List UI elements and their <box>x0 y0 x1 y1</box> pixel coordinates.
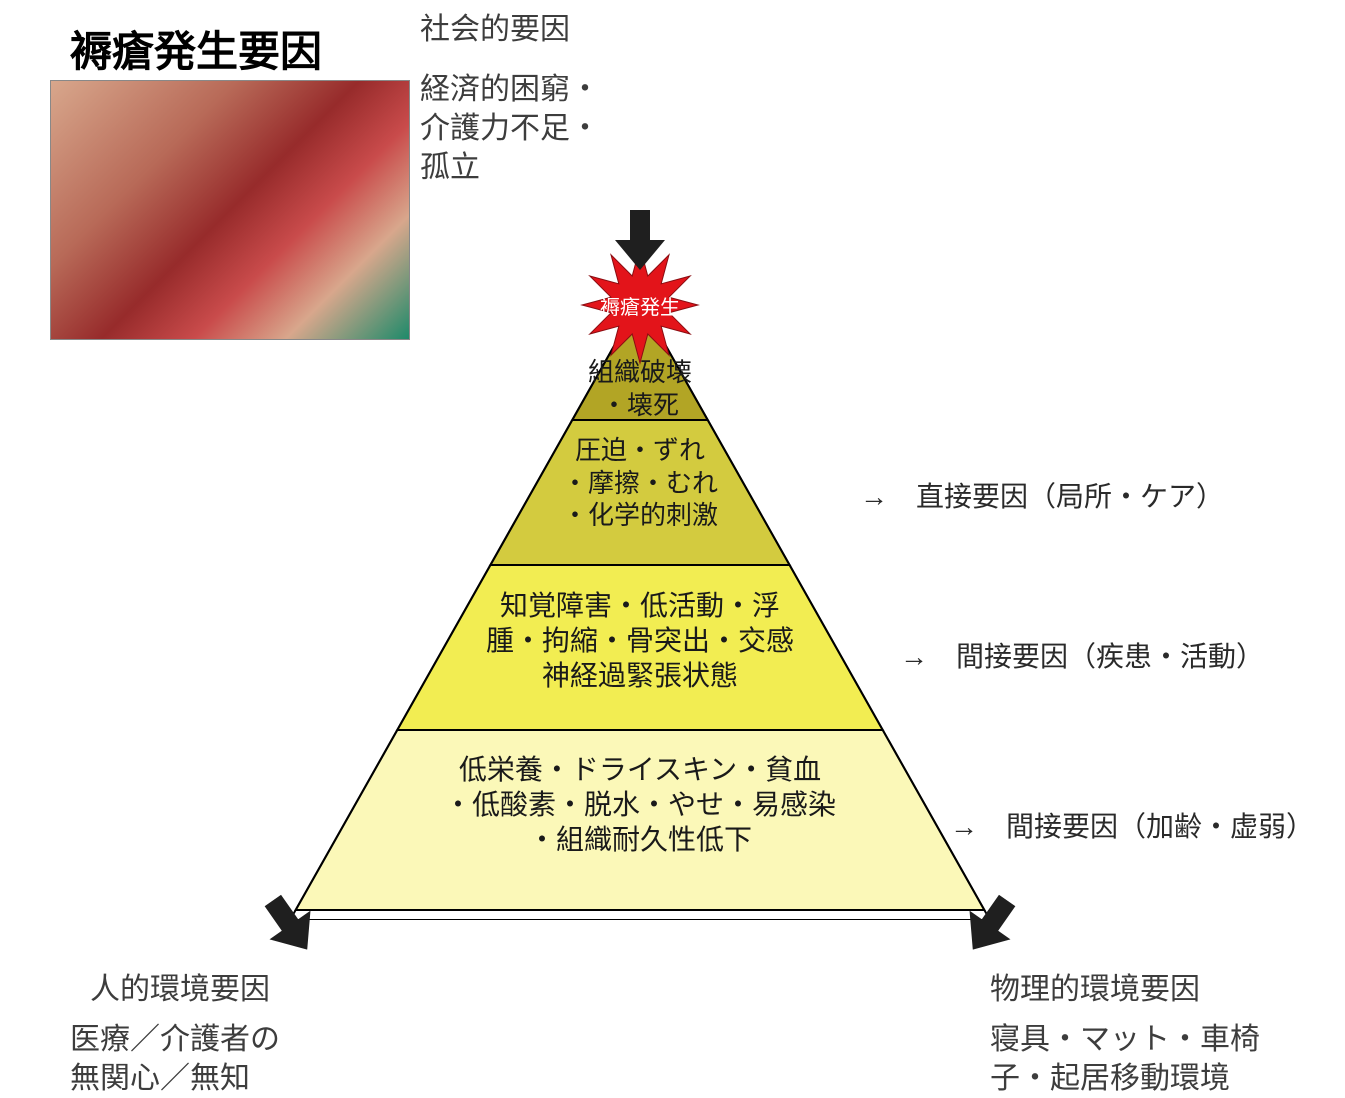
bottom-left-factor-heading: 人的環境要因 <box>90 970 270 1009</box>
star-label: 褥瘡発生 <box>578 291 702 320</box>
top-factor-heading: 社会的要因 <box>420 10 570 49</box>
page-title: 褥瘡発生要因 <box>70 18 322 79</box>
pyramid-band-text-1: 圧迫・ずれ ・摩擦・むれ ・化学的刺激 <box>290 434 990 532</box>
pyramid-diagram: 組織破壊 ・壊死圧迫・ずれ ・摩擦・むれ ・化学的刺激知覚障害・低活動・浮 腫・… <box>290 300 990 920</box>
arrow-down-icon <box>610 210 670 270</box>
pyramid-band-text-2: 知覚障害・低活動・浮 腫・拘縮・骨突出・交感 神経過緊張状態 <box>290 588 990 693</box>
top-factor-body: 経済的困窮・ 介護力不足・ 孤立 <box>420 70 600 187</box>
pyramid-band-text-3: 低栄養・ドライスキン・貧血 ・低酸素・脱水・やせ・易感染 ・組織耐久性低下 <box>290 752 990 857</box>
side-label-2: → 間接要因（加齢・虚弱） <box>950 805 1314 845</box>
bottom-left-factor-body: 医療／介護者の 無関心／無知 <box>70 1020 280 1098</box>
bottom-right-factor-body: 寝具・マット・車椅 子・起居移動環境 <box>990 1020 1260 1098</box>
bottom-right-factor-heading: 物理的環境要因 <box>990 970 1200 1009</box>
